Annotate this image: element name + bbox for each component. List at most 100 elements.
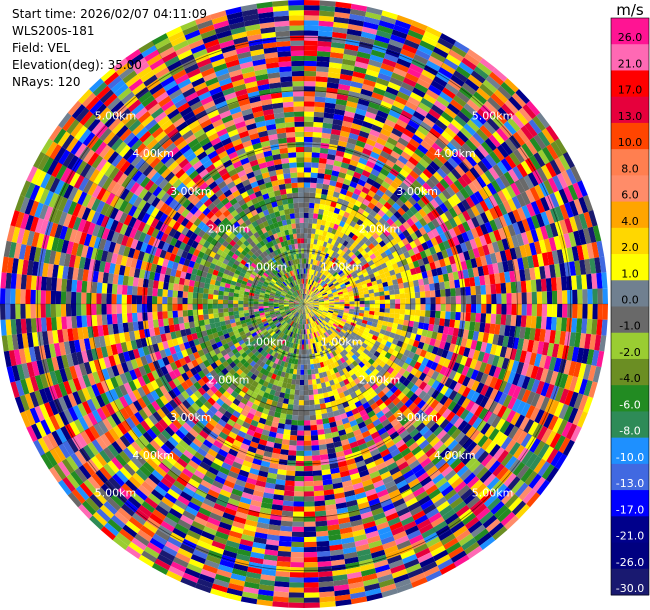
gate-cell: [572, 182, 584, 199]
gate-cell: [455, 354, 464, 364]
gate-cell: [448, 255, 456, 265]
gate-cell: [472, 417, 483, 430]
gate-cell: [365, 138, 377, 147]
gate-cell: [392, 322, 399, 329]
gate-cell: [316, 183, 324, 189]
gate-cell: [453, 417, 464, 429]
gate-cell: [307, 296, 312, 301]
gate-cell: [319, 273, 324, 279]
gate-cell: [372, 318, 379, 324]
gate-cell: [363, 339, 370, 346]
gate-cell: [304, 384, 309, 391]
gate-cell: [339, 322, 345, 327]
gate-cell: [462, 437, 474, 450]
gate-cell: [499, 346, 508, 358]
gate-cell: [370, 354, 378, 362]
gate-cell: [554, 330, 561, 345]
gate-cell: [304, 15, 320, 21]
gate-cell: [317, 318, 322, 323]
gate-cell: [393, 267, 401, 275]
gate-cell: [322, 263, 327, 269]
gate-cell: [527, 339, 535, 353]
gate-cell: [472, 349, 481, 361]
gate-cell: [440, 289, 446, 297]
gate-cell: [358, 312, 365, 317]
gate-cell: [386, 172, 397, 182]
gate-cell: [293, 496, 304, 502]
gate-cell: [545, 278, 552, 292]
gate-cell: [422, 256, 430, 265]
gate-cell: [483, 197, 494, 210]
gate-cell: [344, 304, 350, 307]
gate-cell: [375, 236, 383, 244]
gate-cell: [472, 247, 481, 259]
gate-cell: [455, 244, 464, 254]
gate-cell: [304, 207, 310, 213]
gate-cell: [550, 316, 557, 331]
gate-cell: [306, 243, 311, 249]
gate-cell: [364, 206, 373, 214]
gate-cell: [361, 333, 368, 340]
gate-cell: [387, 154, 398, 164]
gate-cell: [334, 108, 346, 116]
gate-cell: [460, 312, 466, 321]
gate-cell: [460, 260, 468, 271]
gate-cell: [516, 207, 527, 221]
gate-cell: [454, 319, 461, 329]
gate-cell: [588, 381, 598, 398]
gate-cell: [581, 243, 590, 260]
gate-cell: [473, 432, 485, 445]
gate-cell: [322, 183, 330, 191]
gate-cell: [548, 237, 557, 252]
gate-cell: [304, 299, 306, 304]
gate-cell: [314, 314, 320, 319]
gate-cell: [482, 332, 490, 343]
gate-cell: [402, 191, 412, 201]
gate-cell: [405, 304, 411, 310]
gate-cell: [351, 122, 362, 131]
gate-cell: [398, 86, 413, 97]
gate-cell: [390, 230, 399, 239]
gate-cell: [402, 77, 417, 88]
gate-cell: [333, 113, 345, 121]
gate-cell: [291, 379, 297, 385]
gate-cell: [334, 253, 340, 259]
gate-cell: [522, 256, 530, 270]
gate-cell: [304, 0, 320, 6]
gate-cell: [310, 435, 319, 441]
gate-cell: [293, 506, 304, 512]
gate-cell: [409, 286, 415, 293]
gate-cell: [511, 292, 517, 304]
gate-cell: [321, 268, 327, 275]
gate-cell: [364, 16, 381, 26]
gate-cell: [577, 180, 588, 197]
gate-cell: [304, 567, 319, 573]
gate-cell: [297, 415, 304, 421]
gate-cell: [411, 327, 418, 335]
gate-cell: [353, 113, 366, 121]
gate-cell: [594, 334, 602, 351]
gate-cell: [345, 236, 352, 243]
gate-cell: [366, 106, 379, 115]
gate-cell: [319, 5, 336, 12]
gate-cell: [467, 268, 475, 278]
gate-cell: [355, 237, 362, 244]
gate-cell: [409, 292, 416, 299]
gate-cell: [524, 243, 532, 257]
gate-cell: [394, 95, 408, 106]
gate-cell: [407, 351, 416, 360]
gate-cell: [315, 313, 320, 318]
gate-cell: [315, 283, 320, 289]
gate-cell: [500, 452, 514, 467]
gate-cell: [304, 30, 319, 36]
gate-cell: [316, 312, 321, 316]
gate-cell: [385, 260, 392, 267]
gate-cell: [524, 470, 538, 486]
gate-cell: [380, 262, 388, 269]
gate-cell: [320, 137, 331, 144]
gate-cell: [377, 209, 386, 218]
gate-cell: [410, 367, 419, 376]
gate-cell: [290, 384, 296, 390]
gate-cell: [454, 279, 461, 289]
gate-cell: [516, 220, 526, 234]
